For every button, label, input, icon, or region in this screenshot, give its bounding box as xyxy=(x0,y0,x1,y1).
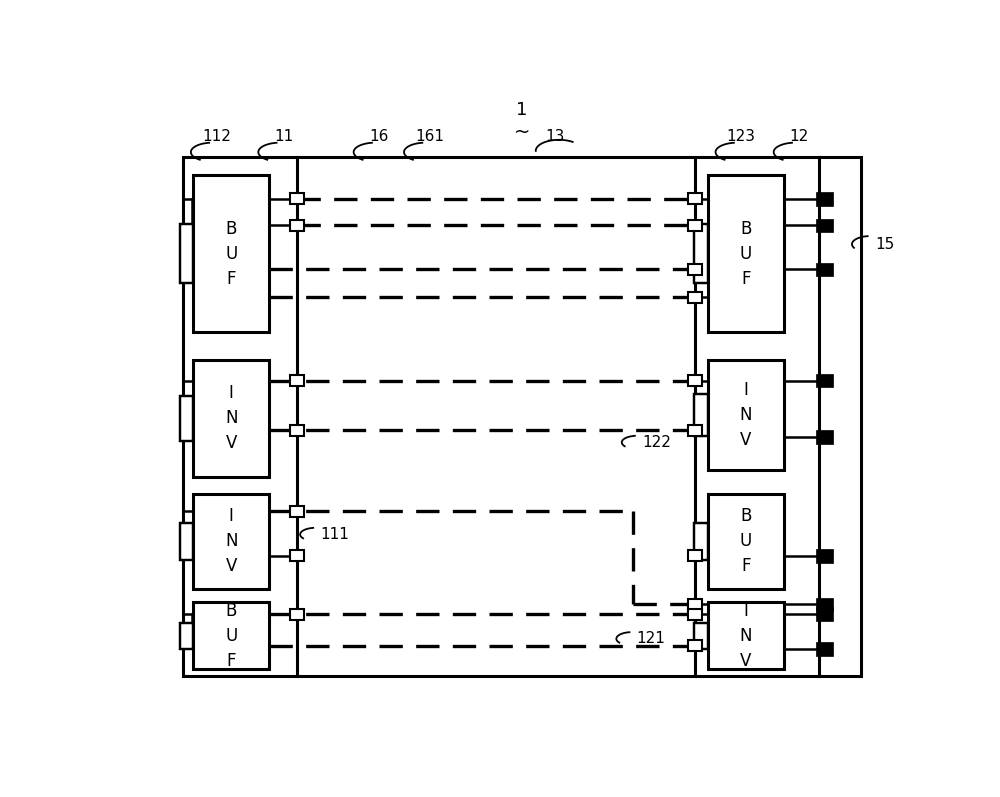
Text: 123: 123 xyxy=(727,128,756,143)
Bar xyxy=(816,218,833,232)
Bar xyxy=(193,602,269,669)
Bar xyxy=(290,550,304,561)
Bar xyxy=(688,640,702,651)
Bar xyxy=(694,394,708,436)
Bar xyxy=(816,598,833,611)
Text: ~: ~ xyxy=(514,123,530,142)
Bar xyxy=(688,292,702,303)
Text: 1: 1 xyxy=(516,101,527,119)
Text: B
U
F: B U F xyxy=(225,220,237,288)
Bar xyxy=(290,375,304,387)
Bar xyxy=(688,375,702,387)
Bar xyxy=(688,264,702,275)
Bar xyxy=(180,224,193,284)
Bar xyxy=(180,623,193,649)
Bar xyxy=(180,396,193,441)
Bar xyxy=(816,430,833,444)
Bar xyxy=(193,359,269,477)
Bar xyxy=(688,425,702,436)
Text: 13: 13 xyxy=(545,128,565,143)
Text: I
N
V: I N V xyxy=(740,381,752,449)
Bar xyxy=(183,157,861,676)
Bar xyxy=(290,609,304,619)
Bar xyxy=(193,494,269,589)
Bar xyxy=(688,599,702,610)
Bar xyxy=(694,524,708,559)
Bar xyxy=(816,642,833,656)
Bar xyxy=(708,494,784,589)
Bar xyxy=(688,609,702,619)
Bar xyxy=(816,192,833,206)
Text: B
U
F: B U F xyxy=(225,602,237,669)
Bar xyxy=(688,220,702,231)
Text: 15: 15 xyxy=(875,237,894,252)
Text: 16: 16 xyxy=(370,128,389,143)
Bar xyxy=(180,524,193,559)
Text: 112: 112 xyxy=(202,128,231,143)
Text: 121: 121 xyxy=(637,631,665,646)
Bar xyxy=(290,425,304,436)
Bar xyxy=(694,623,708,649)
Bar xyxy=(816,607,833,621)
Bar xyxy=(708,602,784,669)
Bar xyxy=(193,175,269,332)
Bar xyxy=(688,194,702,204)
Text: 12: 12 xyxy=(790,128,809,143)
Bar xyxy=(708,359,784,470)
Bar xyxy=(708,175,784,332)
Text: 11: 11 xyxy=(274,128,294,143)
Text: I
N
V: I N V xyxy=(740,602,752,669)
Bar xyxy=(688,550,702,561)
Bar xyxy=(290,505,304,516)
Bar xyxy=(816,549,833,563)
Bar xyxy=(694,224,708,284)
Bar xyxy=(290,220,304,231)
Text: 111: 111 xyxy=(320,527,349,542)
Text: 161: 161 xyxy=(415,128,444,143)
Text: B
U
F: B U F xyxy=(740,508,752,575)
Text: I
N
V: I N V xyxy=(225,384,237,453)
Bar xyxy=(816,262,833,276)
Bar xyxy=(290,194,304,204)
Text: 122: 122 xyxy=(642,435,671,450)
Text: B
U
F: B U F xyxy=(740,220,752,288)
Text: I
N
V: I N V xyxy=(225,508,237,575)
Bar xyxy=(816,374,833,387)
